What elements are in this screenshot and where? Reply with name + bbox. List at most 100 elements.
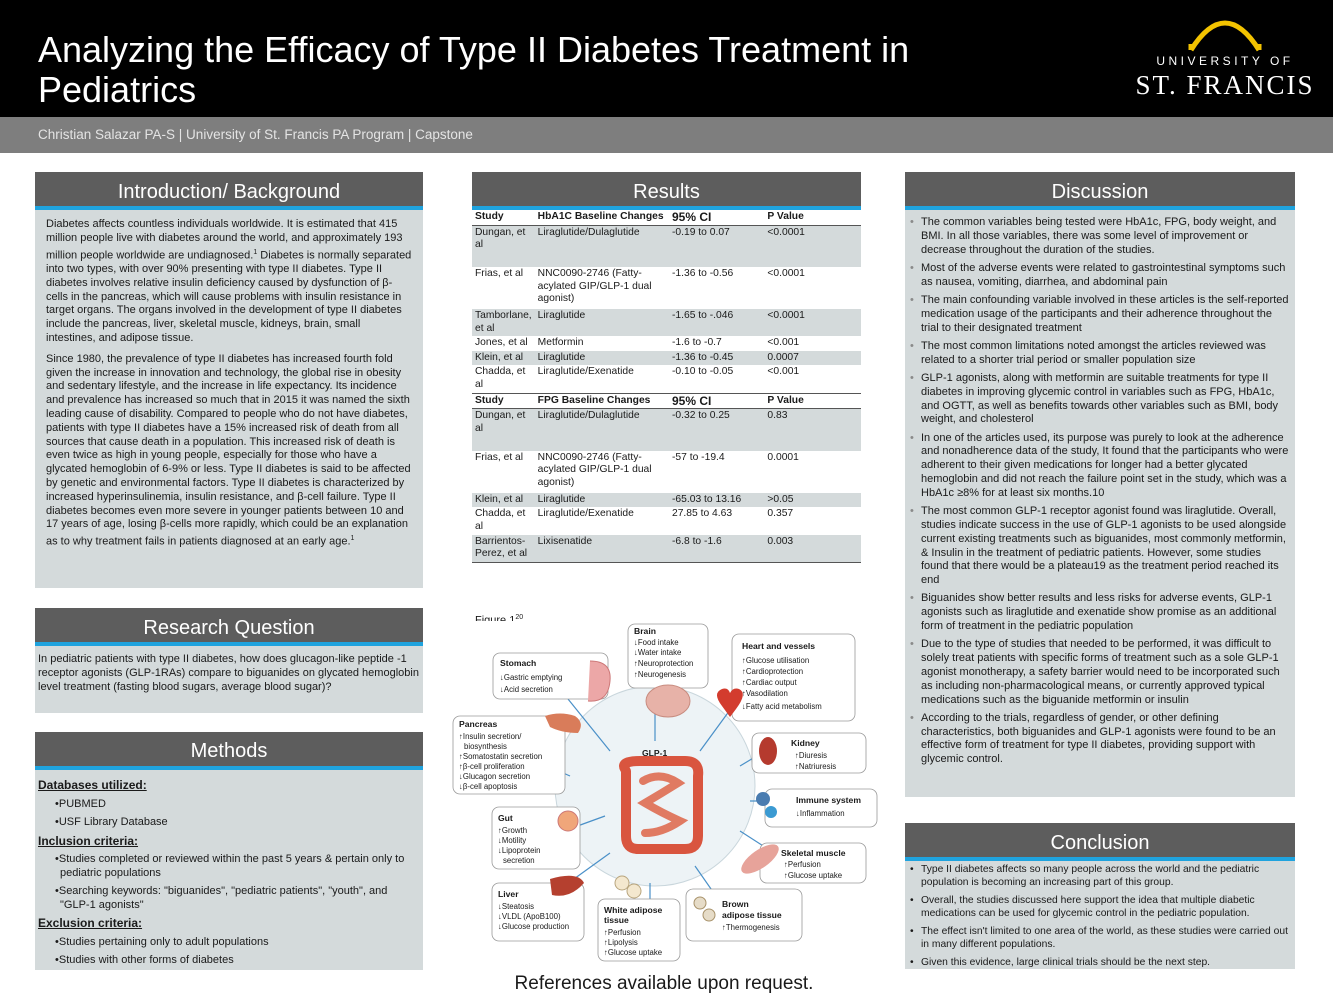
table-cell: 0.003 (764, 534, 861, 563)
discussion-item: The common variables being tested were H… (910, 216, 1291, 257)
inclusion-item: •Searching keywords: "biguanides", "pedi… (55, 885, 388, 911)
intro-paragraph-1: Diabetes affects countless individuals w… (46, 218, 412, 345)
svg-text:↓Inflammation: ↓Inflammation (796, 809, 845, 818)
table-cell: Chadda, et al (475, 508, 526, 532)
databases-label: Databases utilized: (38, 778, 147, 792)
svg-text:↑Cardioprotection: ↑Cardioprotection (742, 667, 803, 676)
svg-text:↓Glucose production: ↓Glucose production (498, 922, 569, 931)
svg-text:↑β-cell proliferation: ↑β-cell proliferation (459, 762, 525, 771)
table-header-row: Study HbA1C Baseline Changes 95% CI P Va… (472, 210, 861, 226)
inclusion-label: Inclusion criteria: (38, 833, 139, 848)
svg-text:↑Growth: ↑Growth (498, 826, 527, 835)
table-cell: Liraglutide (534, 492, 669, 508)
database-item: •PUBMED (55, 797, 106, 810)
research-question-panel: In pediatric patients with type II diabe… (35, 646, 423, 713)
glp1-center-label: GLP-1 (642, 748, 668, 758)
table-cell: -1.36 to -0.56 (671, 268, 734, 280)
discussion-item: In one of the articles used, its purpose… (910, 432, 1291, 501)
exclusion-label: Exclusion criteria: (38, 916, 143, 930)
introduction-heading: Introduction/ Background (35, 172, 423, 210)
svg-text:↑Glucose uptake: ↑Glucose uptake (604, 948, 662, 957)
conclusion-heading: Conclusion (905, 823, 1295, 861)
glp1-effects-figure: GLP-1 Brain ↓Food intake ↓Water intake ↑… (450, 621, 880, 963)
table-row: Chadda, et al Liraglutide/Exenatide 27.8… (472, 507, 861, 534)
column-header: Study (472, 393, 535, 410)
table-cell: -0.19 to 0.07 (668, 225, 765, 268)
table-cell: <0.001 (767, 337, 800, 349)
conclusion-item: Type II diabetes affects so many people … (910, 864, 1291, 889)
column-header: 95% CI (668, 210, 765, 226)
stomach-icon (587, 660, 611, 702)
pancreas-box (452, 715, 566, 795)
white-adipose-icon (614, 875, 630, 891)
svg-text:↑Glucose uptake: ↑Glucose uptake (784, 871, 842, 880)
discussion-item: Due to the type of studies that needed t… (910, 638, 1291, 707)
table-row: Frias, et al NNC0090-2746 (Fatty-acylate… (472, 451, 861, 493)
table-row: Jones, et al Metformin -1.6 to -0.7 <0.0… (472, 336, 861, 351)
svg-text:↑Lipolysis: ↑Lipolysis (604, 938, 638, 947)
svg-text:Brown: Brown (722, 899, 749, 909)
arch-logo-icon (1188, 20, 1262, 52)
title-banner: Analyzing the Efficacy of Type II Diabet… (0, 0, 1333, 117)
results-table: Study HbA1C Baseline Changes 95% CI P Va… (472, 210, 861, 563)
svg-text:↓Food intake: ↓Food intake (634, 638, 679, 647)
table-row: Dungan, et al Liraglutide/Dulaglutide -0… (472, 225, 861, 268)
svg-text:↑Natriuresis: ↑Natriuresis (795, 762, 836, 771)
discussion-item: GLP-1 agonists, along with metformin are… (910, 372, 1291, 427)
table-header-row: Study FPG Baseline Changes 95% CI P Valu… (472, 393, 861, 410)
table-row: Barrientos-Perez, et al Lixisenatide -6.… (472, 534, 861, 563)
svg-text:↑Neurogenesis: ↑Neurogenesis (634, 670, 686, 679)
table-cell: NNC0090-2746 (Fatty-acylated GIP/GLP-1 d… (537, 268, 652, 305)
svg-text:↓Lipoprotein: ↓Lipoprotein (498, 846, 540, 855)
table-cell: -65.03 to 13.16 (668, 492, 765, 508)
table-cell: Frias, et al (475, 268, 524, 280)
svg-text:Immune system: Immune system (796, 795, 861, 805)
svg-text:tissue: tissue (604, 915, 629, 925)
references-note: References available upon request. (514, 973, 814, 994)
table-cell: <0.001 (764, 365, 861, 394)
table-cell: Lixisenatide (534, 534, 669, 563)
column-header: P Value (764, 393, 861, 410)
svg-text:↑Neuroprotection: ↑Neuroprotection (634, 659, 693, 668)
table-cell: 27.85 to 4.63 (671, 508, 733, 520)
table-row: Frias, et al NNC0090-2746 (Fatty-acylate… (472, 267, 861, 309)
svg-text:↑Glucose utilisation: ↑Glucose utilisation (742, 656, 809, 665)
svg-text:↓β-cell apoptosis: ↓β-cell apoptosis (459, 782, 517, 791)
table-cell: Liraglutide (534, 309, 669, 337)
svg-text:Pancreas: Pancreas (459, 719, 497, 729)
svg-text:↓Water intake: ↓Water intake (634, 648, 681, 657)
introduction-panel: Diabetes affects countless individuals w… (35, 210, 423, 588)
svg-text:↓Glucagon secretion: ↓Glucagon secretion (459, 772, 530, 781)
liver-icon (550, 875, 584, 896)
intestine-icon (619, 756, 704, 854)
discussion-item: The main confounding variable involved i… (910, 294, 1291, 335)
author-bar: Christian Salazar PA-S | University of S… (0, 117, 1333, 153)
inclusion-item: •Studies completed or reviewed within th… (55, 853, 405, 879)
svg-text:↑Perfusion: ↑Perfusion (604, 928, 641, 937)
table-cell: 0.0001 (767, 451, 799, 463)
kidney-icon (759, 737, 777, 765)
poster-title: Analyzing the Efficacy of Type II Diabet… (38, 29, 910, 110)
brain-icon (645, 684, 691, 718)
table-cell: Dungan, et al (472, 408, 535, 451)
database-item: •USF Library Database (55, 816, 168, 828)
logo-text-st-francis: ST. FRANCIS (1135, 70, 1315, 100)
table-cell: Frias, et al (475, 451, 524, 463)
heart-box (731, 633, 856, 722)
svg-text:↓VLDL (ApoB100): ↓VLDL (ApoB100) (498, 912, 561, 921)
table-cell: 0.0007 (764, 350, 861, 366)
svg-text:↓Steatosis: ↓Steatosis (498, 902, 534, 911)
results-heading: Results (472, 172, 861, 210)
table-cell: Jones, et al (475, 337, 528, 349)
column-header: P Value (764, 210, 861, 226)
svg-text:White adipose: White adipose (604, 905, 662, 915)
table-cell: <0.0001 (764, 309, 861, 337)
svg-text:↓Motility: ↓Motility (498, 836, 526, 845)
logo-text-university-of: UNIVERSITY OF (1156, 54, 1294, 68)
svg-text:↑Cardiac output: ↑Cardiac output (742, 678, 797, 687)
research-question-heading: Research Question (35, 608, 423, 646)
exclusion-item: •Studies pertaining only to adult popula… (55, 935, 269, 948)
liver-box (491, 882, 585, 942)
svg-text:↓Fatty acid metabolism: ↓Fatty acid metabolism (742, 702, 822, 711)
svg-text:Liver: Liver (498, 889, 519, 899)
